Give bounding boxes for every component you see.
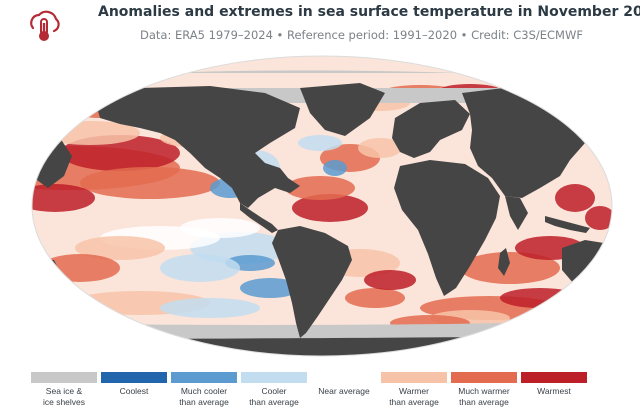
legend-swatch [521,372,587,383]
india-landmass [505,196,528,230]
legend-label: Much cooler than average [179,386,229,407]
anomaly-patch [560,291,612,315]
anomaly-patch [323,160,347,176]
legend-label: Warmer than average [389,386,439,407]
legend: Sea ice & ice shelves Coolest Much cooler … [30,372,590,420]
legend-label: Coolest [119,386,149,396]
map-svg [31,55,613,357]
legend-swatch [241,372,307,383]
europe-landmass [392,100,470,158]
page-subtitle: Data: ERA5 1979–2024 • Reference period:… [140,28,583,42]
anomaly-patch [358,138,402,158]
anomaly-patch [40,254,120,282]
anomaly-patch [80,167,220,199]
legend-item: Sea ice & ice shelves [30,372,98,420]
legend-item: Cooler than average [240,372,308,420]
anomaly-patch [555,184,595,212]
legend-item: Much cooler than average [170,372,238,420]
legend-swatch [311,372,377,383]
madagascar-landmass [498,248,510,276]
legend-label: Cooler than average [249,386,299,407]
legend-swatch [171,372,237,383]
legend-swatch [451,372,517,383]
anomaly-patch [585,206,612,230]
legend-item: Coolest [100,372,168,420]
legend-swatch [381,372,447,383]
anomaly-patch [298,135,342,151]
anomaly-patch [240,278,300,298]
legend-label: Much warmer than average [458,386,510,407]
legend-item: Warmest [520,372,588,420]
anomaly-patch [32,184,95,212]
central-america-landmass [240,203,278,233]
legend-item: Near average [310,372,378,420]
antarctica-landmass [40,336,610,356]
anomaly-patch [345,288,405,308]
anomaly-patch [75,236,165,260]
indonesia-landmass [545,216,590,233]
anomaly-patch [292,194,368,222]
south-america-landmass [272,226,352,338]
anomaly-patch [285,176,355,200]
page-title: Anomalies and extremes in sea surface te… [98,4,640,20]
legend-item: Warmer than average [380,372,448,420]
legend-label: Warmest [537,386,571,396]
legend-item: Much warmer than average [450,372,518,420]
globe-outline [31,55,613,357]
africa-landmass [394,160,500,296]
logo [24,6,64,46]
thermometer-cloud-icon [30,10,60,41]
legend-label: Near average [318,386,370,396]
north-america-landmass [95,86,300,208]
anomaly-patch [160,298,260,318]
anomaly-patch [160,254,240,282]
legend-label: Sea ice & ice shelves [42,386,86,407]
legend-swatch [31,372,97,383]
anomaly-patch [180,218,260,238]
sst-anomaly-map [0,48,640,364]
anomaly-patch [364,270,416,290]
anomaly-patch [460,252,560,284]
japan-landmass [600,138,612,158]
greenland-landmass [300,83,385,136]
legend-swatch [101,372,167,383]
new-zealand-landmass [70,302,82,320]
